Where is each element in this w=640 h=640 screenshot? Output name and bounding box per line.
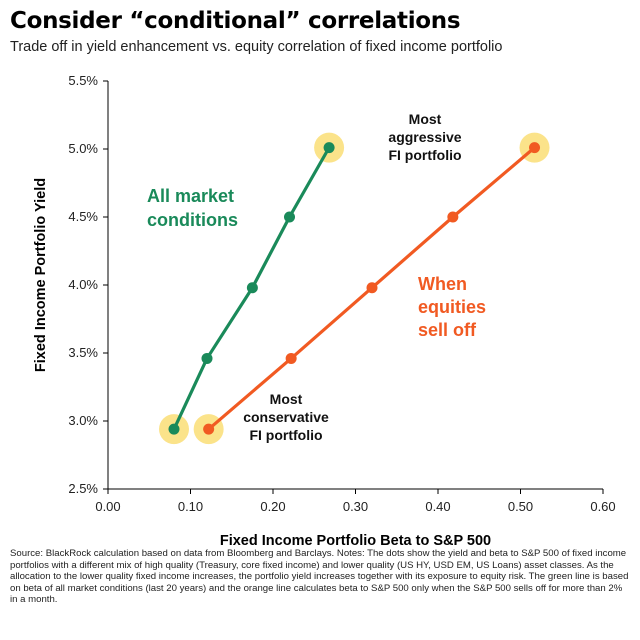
series-2-point: [447, 211, 459, 223]
annotation-all-market: All market: [147, 186, 234, 206]
series-2-point: [285, 352, 297, 364]
source-note: Source: BlackRock calculation based on d…: [10, 548, 629, 606]
x-tick-label: 0.20: [260, 499, 285, 514]
y-tick-label: 4.5%: [68, 209, 98, 224]
x-tick-label: 0.60: [590, 499, 615, 514]
y-tick-label: 3.0%: [68, 413, 98, 428]
series-2-point: [529, 142, 541, 154]
x-tick-label: 0.10: [178, 499, 203, 514]
annotation-most-conservative: Most: [270, 391, 303, 407]
page-subtitle: Trade off in yield enhancement vs. equit…: [10, 39, 503, 55]
annotation-most-conservative: conservative: [243, 409, 329, 425]
chart-canvas: 2.5% 3.0% 3.5% 4.0% 4.5% 5.0% 5.5% 0.00 0.10 0.20…: [33, 73, 616, 548]
annotation-sell-off: When: [418, 274, 467, 294]
series-2-point: [203, 423, 215, 435]
series-1-point: [323, 142, 335, 154]
x-axis-label: Fixed Income Portfolio Beta to S&P 500: [220, 533, 491, 548]
x-tick-label: 0.40: [425, 499, 450, 514]
x-tick-label: 0.30: [343, 499, 368, 514]
series-2-point: [366, 282, 378, 294]
x-tick-label: 0.00: [95, 499, 120, 514]
y-axis-label: Fixed Income Portfolio Yield: [33, 178, 49, 372]
annotation-sell-off: equities: [418, 297, 486, 317]
series-1-point: [284, 211, 295, 223]
annotation-sell-off: sell off: [418, 320, 477, 340]
y-tick-label: 4.0%: [68, 277, 98, 292]
annotation-most-conservative: FI portfolio: [249, 427, 322, 443]
y-tick-label: 5.0%: [68, 141, 98, 156]
y-tick-label: 5.5%: [68, 73, 98, 88]
annotation-most-aggressive: Most: [409, 111, 442, 127]
series-1-point: [201, 352, 213, 364]
series-1-point: [246, 282, 258, 294]
y-tick-label: 2.5%: [68, 481, 98, 496]
series-1-point: [168, 423, 180, 435]
annotation-most-aggressive: aggressive: [388, 129, 461, 145]
annotation-all-market: conditions: [147, 210, 238, 230]
x-tick-label: 0.50: [508, 499, 533, 514]
y-tick-label: 3.5%: [68, 345, 98, 360]
annotation-most-aggressive: FI portfolio: [388, 147, 461, 163]
page-title: Consider “conditional” correlations: [10, 8, 461, 34]
